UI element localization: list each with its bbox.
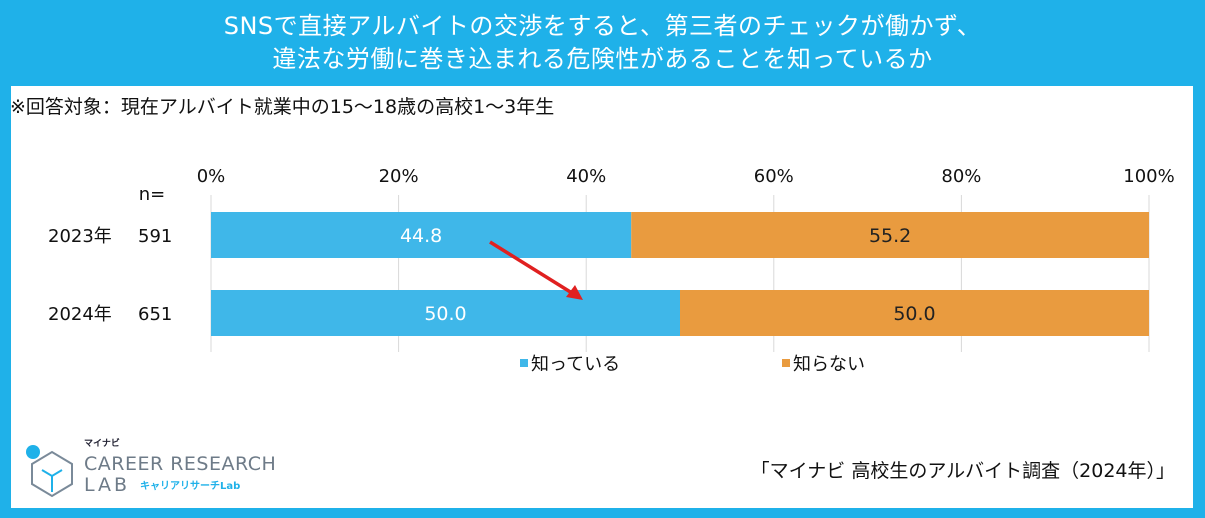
- bar-label-1-1: 50.0: [893, 303, 935, 325]
- legend-swatch-0: [520, 359, 528, 367]
- category-label-0: 2023年: [48, 226, 112, 247]
- legend: 知っている 知らない: [520, 354, 865, 375]
- bar-labels: 44.8 55.2 50.0 50.0: [400, 225, 936, 325]
- brand-top: マイナビ: [84, 437, 120, 449]
- bar-0-0: [211, 212, 632, 258]
- title-line-2: 違法な労働に巻き込まれる危険性があることを知っているか: [272, 45, 933, 73]
- brand-line1: CAREER RESEARCH: [84, 453, 276, 475]
- category-label-1: 2024年: [48, 304, 112, 325]
- bar-1-0: [631, 212, 1149, 258]
- bar-label-1-0: 55.2: [869, 225, 911, 247]
- chart-title: SNSで直接アルバイトの交渉をすると、第三者のチェックが働かず、 違法な労働に巻…: [0, 0, 1205, 86]
- category-n-1: 651: [138, 304, 172, 325]
- category-labels: 2023年 591 2024年 651: [48, 226, 172, 325]
- brand-sub: キャリアリサーチLab: [140, 480, 240, 492]
- logo-hexagon-icon: [31, 450, 73, 498]
- tick-label-100: 100%: [1123, 166, 1174, 187]
- legend-label-0: 知っている: [531, 354, 620, 375]
- n-label: n=: [139, 184, 166, 205]
- trend-arrow-head: [566, 285, 583, 300]
- bar-0-1: [211, 290, 680, 336]
- bar-label-0-1: 50.0: [424, 303, 466, 325]
- logo-chevron-icon: [41, 469, 63, 478]
- tick-label-0: 0%: [197, 166, 226, 187]
- trend-arrow: [489, 240, 573, 295]
- respondent-note: ※回答対象：現在アルバイト就業中の15～18歳の高校1～3年生: [10, 96, 555, 118]
- bar-1-1: [680, 290, 1149, 336]
- tick-label-20: 20%: [379, 166, 419, 187]
- source-citation: 「マイナビ 高校生のアルバイト調査（2024年）」: [750, 460, 1175, 482]
- legend-label-1: 知らない: [793, 354, 865, 375]
- bars: [211, 212, 1149, 336]
- category-n-0: 591: [138, 226, 172, 247]
- brand-line2: LAB: [84, 474, 130, 496]
- logo-dot-icon: [26, 445, 40, 459]
- legend-swatch-1: [782, 359, 790, 367]
- x-tick-labels: 0% 20% 40% 60% 80% 100%: [197, 166, 1175, 187]
- tick-label-80: 80%: [941, 166, 981, 187]
- tick-label-40: 40%: [566, 166, 606, 187]
- bar-label-0-0: 44.8: [400, 225, 442, 247]
- title-line-1: SNSで直接アルバイトの交渉をすると、第三者のチェックが働かず、: [223, 12, 982, 40]
- brand-logo: マイナビ CAREER RESEARCH LAB キャリアリサーチLab: [26, 437, 276, 498]
- tick-label-60: 60%: [754, 166, 794, 187]
